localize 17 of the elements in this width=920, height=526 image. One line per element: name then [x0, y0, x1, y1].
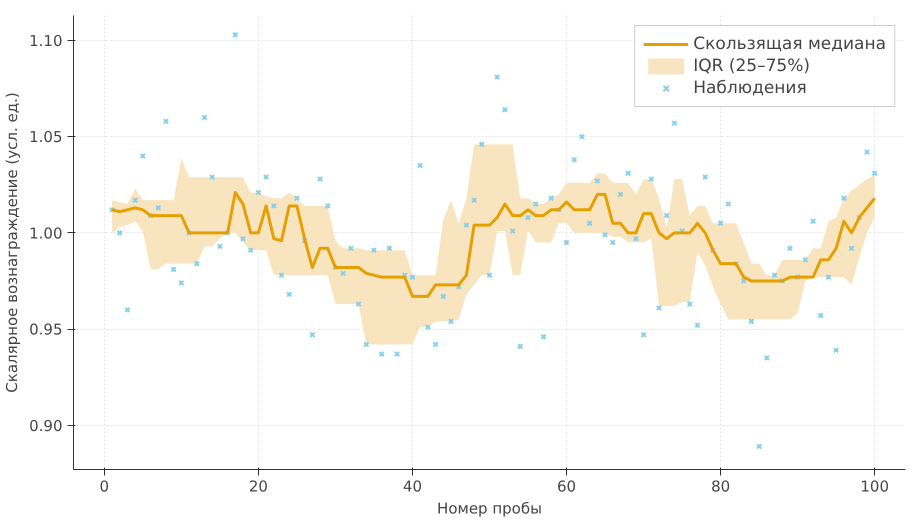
- y-tick-label: 1.05: [29, 128, 63, 146]
- legend-label: Скользящая медиана: [693, 34, 886, 54]
- x-axis-title: Номер пробы: [437, 500, 542, 518]
- y-tick-label: 0.95: [29, 320, 63, 339]
- y-axis-title: Скалярное вознаграждение (усл. ед.): [3, 92, 22, 393]
- y-tick-label: 1.00: [29, 224, 63, 242]
- x-tick-label: 80: [711, 478, 730, 496]
- x-tick-label: 40: [402, 478, 422, 496]
- x-tick-label: 20: [248, 478, 268, 496]
- y-tick-label: 0.90: [29, 416, 63, 435]
- x-tick-label: 100: [860, 478, 890, 496]
- x-tick-label: 0: [100, 478, 110, 496]
- x-tick-label: 60: [556, 478, 576, 496]
- y-tick-label: 1.10: [29, 32, 63, 50]
- line-series: [110, 190, 876, 298]
- legend-label: Наблюдения: [693, 78, 807, 98]
- legend-label: IQR (25–75%): [693, 56, 810, 76]
